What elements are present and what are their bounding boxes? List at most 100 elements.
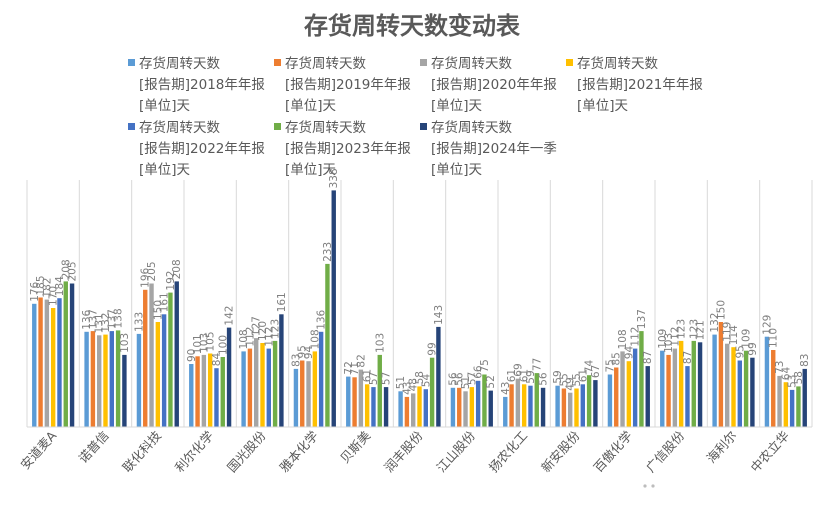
data-label: 56 [454, 372, 466, 386]
bar [346, 376, 351, 427]
bar [789, 389, 795, 427]
data-label: 99 [427, 342, 439, 355]
bar [84, 331, 89, 427]
data-label: 103 [119, 333, 131, 353]
legend-label: 存货周转天数[报告期]2020年年报[单位]天 [431, 55, 557, 114]
bar [149, 283, 154, 427]
bar [279, 314, 284, 427]
bar [678, 340, 684, 427]
bar [620, 351, 625, 427]
bar [32, 303, 37, 427]
data-label: 133 [133, 312, 145, 332]
category-label: 新安股份 [538, 428, 583, 476]
bar [777, 375, 782, 427]
legend-swatch [274, 123, 281, 130]
bar [528, 385, 533, 427]
data-label: 112 [263, 327, 275, 347]
bar [103, 334, 108, 427]
bar [672, 348, 678, 427]
data-labels: 1761851821701842082051361371311321371381… [29, 168, 811, 395]
bar [450, 387, 456, 427]
bar [122, 354, 127, 427]
data-label: 71 [349, 362, 361, 375]
bar [764, 336, 770, 427]
category-label: 贝斯美 [337, 428, 373, 466]
data-label: 61 [506, 369, 518, 382]
bar [521, 384, 527, 427]
bar [488, 390, 493, 427]
data-label: 176 [29, 281, 41, 301]
bar [639, 331, 644, 427]
bar [69, 283, 75, 427]
data-label: 74 [584, 360, 596, 374]
data-label: 52 [485, 375, 497, 388]
bar [115, 330, 121, 427]
data-label: 95 [734, 345, 746, 358]
bar [404, 396, 410, 427]
data-label: 83 [799, 354, 811, 367]
category-label: 国光股份 [224, 428, 269, 476]
bar [436, 326, 441, 427]
data-label: 100 [217, 335, 229, 355]
legend-label: 存货周转天数[报告期]2022年年报[单位]天 [139, 119, 265, 178]
watermark-text: 公众号 · 江南牧歌 [672, 479, 823, 501]
data-label: 75 [604, 359, 616, 372]
bar [718, 322, 724, 427]
bar [593, 380, 598, 427]
category-label: 润丰股份 [381, 428, 426, 476]
data-label: 150 [715, 300, 727, 320]
bar [57, 298, 62, 427]
data-label: 112 [669, 327, 681, 347]
data-label: 57 [368, 372, 380, 385]
data-label: 138 [113, 308, 125, 328]
bar [90, 331, 96, 427]
bar [417, 386, 422, 427]
bar [463, 391, 468, 427]
data-label: 72 [343, 361, 355, 374]
data-label: 131 [94, 313, 106, 333]
data-label: 170 [48, 286, 60, 306]
data-label: 99 [747, 342, 759, 355]
data-label: 123 [688, 319, 700, 339]
bar [725, 343, 730, 427]
data-label: 132 [709, 313, 721, 333]
data-label: 109 [657, 329, 669, 349]
bar [254, 338, 259, 427]
data-label: 150 [152, 300, 164, 320]
bar [38, 297, 43, 427]
data-label: 112 [630, 327, 642, 347]
bar [174, 281, 179, 427]
category-label: 诺普信 [75, 428, 111, 466]
data-label: 338 [328, 168, 340, 188]
data-label: 59 [552, 370, 564, 383]
data-label: 66 [473, 365, 485, 379]
category-label: 利尔化学 [172, 428, 217, 475]
bar [645, 366, 650, 427]
data-label: 127 [251, 316, 263, 336]
bar [371, 387, 376, 427]
legend-swatch [420, 123, 427, 130]
legend-item-7: 存货周转天数[报告期]2024年一季[单位]天 [420, 119, 557, 178]
category-label: 扬农化工 [486, 428, 531, 475]
bar [63, 281, 68, 427]
data-label: 75 [479, 359, 491, 372]
data-label: 77 [531, 358, 543, 371]
bar [331, 190, 336, 427]
bar [207, 353, 213, 427]
data-label: 64 [780, 367, 792, 381]
category-label: 安道麦A [17, 428, 59, 473]
data-label: 43 [500, 382, 512, 395]
legend-swatch [566, 59, 573, 66]
data-label: 103 [374, 333, 386, 353]
data-label: 73 [774, 361, 786, 374]
category-labels: 安道麦A 诺普信 联化科技 利尔化学 国光股份 雅本化学 贝斯美 润丰股份 江山股份 扬农化工 新安… [17, 428, 792, 476]
data-label: 129 [761, 315, 773, 335]
legend: 存货周转天数[报告期]2018年年报[单位]天存货周转天数[报告期]2019年年… [128, 55, 703, 178]
bar [300, 360, 305, 427]
bar [475, 380, 481, 427]
data-label: 87 [642, 351, 654, 364]
legend-label: 存货周转天数[报告期]2021年年报[单位]天 [577, 55, 703, 114]
bar [796, 386, 801, 427]
data-label: 51 [395, 376, 407, 389]
data-label: 56 [447, 372, 459, 386]
